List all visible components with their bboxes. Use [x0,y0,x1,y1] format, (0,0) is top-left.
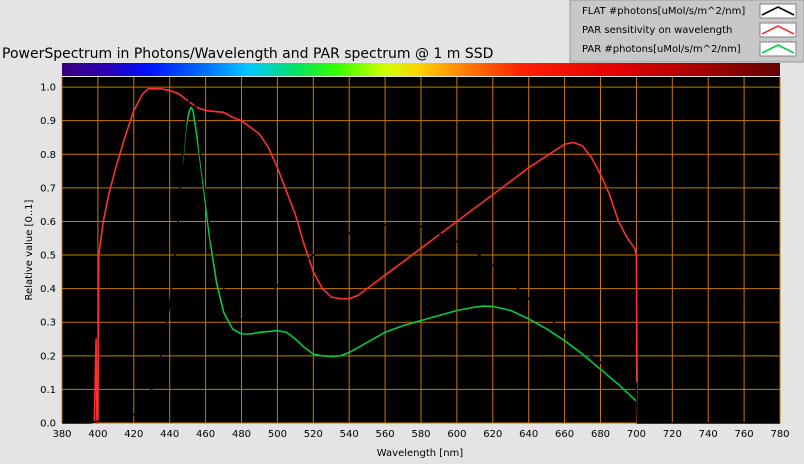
y-tick-label: 0.3 [40,318,56,329]
x-tick-label: 620 [483,429,502,440]
x-tick-label: 740 [699,429,718,440]
grid [61,77,781,424]
legend-swatch-line [761,44,795,54]
series-line-par [181,106,637,402]
x-tick-label: 380 [52,429,71,440]
x-tick-label: 600 [447,429,466,440]
x-tick-label: 640 [519,429,538,440]
x-tick-label: 400 [88,429,107,440]
chart-title: PowerSpectrum in Photons/Wavelength and … [2,46,493,62]
x-tick-label: 540 [340,429,359,440]
legend-entry-label: FLAT #photons[uMol/s/m^2/nm] [582,6,745,17]
series-lines [62,88,780,424]
x-tick-label: 760 [735,429,754,440]
legend-swatch-line [761,6,795,16]
x-tick-label: 700 [627,429,646,440]
legend-entry-label: PAR sensitivity on wavelength [582,25,732,36]
x-tick-label: 680 [591,429,610,440]
legend-swatch [759,22,797,38]
legend: FLAT #photons[uMol/s/m^2/nm] PAR sensitiv… [569,0,804,63]
x-tick-label: 460 [196,429,215,440]
y-tick-label: 0.1 [40,385,56,396]
y-tick-label: 0.5 [40,251,56,262]
x-tick-label: 780 [770,429,789,440]
series-line-flat [62,88,780,424]
y-tick-label: 0.4 [40,284,56,295]
x-tick-label: 500 [268,429,287,440]
y-tick-label: 0.8 [40,150,56,161]
y-tick-label: 0.6 [40,217,56,228]
x-tick-label: 480 [232,429,251,440]
y-tick-label: 0.2 [40,351,56,362]
legend-entry-label: PAR #photons[uMol/s/m^2/nm] [582,44,741,55]
y-tick-labels: 0.0 0.1 0.2 0.3 0.4 0.5 0.6 0.7 0.8 0.9 1.0 [40,83,56,430]
x-tick-label: 440 [160,429,179,440]
x-tick-label: 580 [411,429,430,440]
legend-swatch [759,3,797,19]
x-tick-label: 660 [555,429,574,440]
y-tick-label: 0.9 [40,116,56,127]
x-tick-label: 720 [663,429,682,440]
y-tick-label: 0.0 [40,419,56,430]
x-axis-label: Wavelength [nm] [377,448,463,459]
x-tick-label: 520 [304,429,323,440]
x-tick-label: 560 [376,429,395,440]
y-axis-label: Relative value [0..1] [24,199,35,300]
legend-swatch-line [761,25,795,35]
y-tick-label: 0.7 [40,183,56,194]
spectrum-color-bar [62,63,780,76]
legend-swatch [759,41,797,57]
y-tick-label: 1.0 [40,83,56,94]
x-tick-labels: 380 400 420 440 460 480 500 520 540 560 580 600 620 6… [52,429,789,440]
x-tick-label: 420 [124,429,143,440]
